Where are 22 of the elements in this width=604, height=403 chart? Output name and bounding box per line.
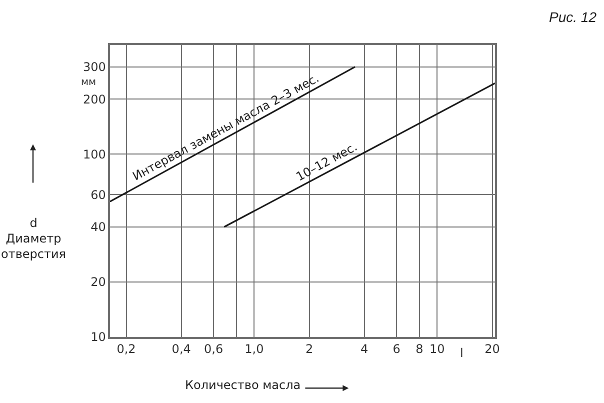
y-tick-label: 100	[82, 147, 106, 162]
y-tick-label: 60	[90, 188, 106, 202]
text: l	[460, 346, 464, 360]
x-tick-label: 0,2	[116, 342, 136, 356]
y-tick-label: 10	[90, 330, 106, 344]
x-tick-label: 8	[416, 342, 424, 356]
text: Рис. 12	[549, 9, 597, 25]
x-tick-label: 20	[484, 342, 500, 356]
y-tick-label: 200	[82, 92, 106, 106]
x-tick-label: 1,0	[244, 342, 264, 356]
text: мм	[81, 77, 96, 88]
x-tick-label: 2	[305, 342, 314, 356]
y-axis-title: d Диаметр отверстия	[1, 216, 66, 262]
y-tick-label: 40	[90, 220, 106, 234]
x-tick-label: 4	[360, 342, 368, 356]
y-tick-label: 20	[90, 275, 106, 290]
x-tick-label: 10	[430, 342, 445, 356]
x-tick-label: 0,6	[204, 342, 224, 356]
x-axis-title: Количество масла	[185, 378, 301, 392]
x-tick-label: 6	[392, 342, 400, 356]
x-tick-label: 0,4	[172, 342, 191, 356]
y-tick-label: 300	[82, 60, 106, 74]
